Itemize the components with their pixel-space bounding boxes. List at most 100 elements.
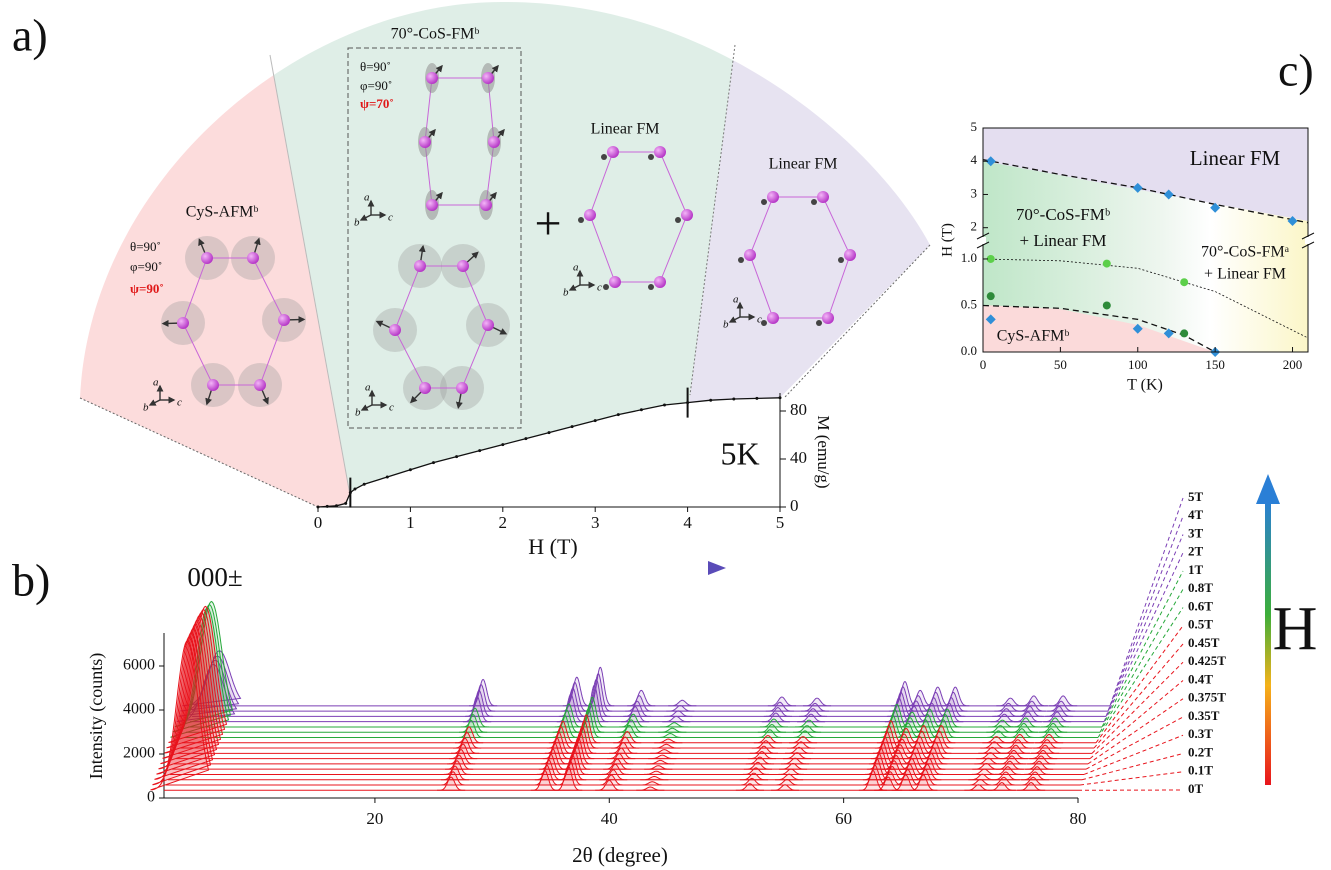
atom xyxy=(482,319,494,331)
data-point xyxy=(363,483,366,486)
diffraction-peak xyxy=(660,723,688,727)
annotation: 000± xyxy=(187,562,242,592)
atom xyxy=(419,136,431,148)
data-point xyxy=(571,425,574,428)
angle: θ=90˚ xyxy=(130,239,161,254)
data-point xyxy=(326,505,329,508)
atom-dot xyxy=(738,257,744,263)
atom xyxy=(201,252,213,264)
atom xyxy=(609,276,621,288)
diffraction-peak xyxy=(652,744,680,748)
legend-label: 0.1T xyxy=(1188,763,1213,778)
field-arrow xyxy=(1265,500,1271,785)
region-label: 70°-CoS-FMᵇ xyxy=(1016,205,1110,224)
data-point xyxy=(617,413,620,416)
x-tick-label: 2 xyxy=(499,513,508,532)
panel-label: c) xyxy=(1278,45,1314,96)
region-label: CyS-AFMᵇ xyxy=(997,328,1070,345)
phase-name: Linear FM xyxy=(769,156,838,173)
atom-dot xyxy=(578,217,584,223)
angle: ψ=70˚ xyxy=(360,96,394,111)
legend-label: 0.8T xyxy=(1188,580,1213,595)
legend-label: 2T xyxy=(1188,544,1204,559)
y-tick-label: 0.5 xyxy=(961,296,977,311)
atom xyxy=(767,312,779,324)
y-tick-label: 4 xyxy=(971,152,978,167)
data-point xyxy=(640,408,643,411)
x-tick-label: 20 xyxy=(366,809,383,828)
atom xyxy=(207,379,219,391)
atom xyxy=(584,209,596,221)
panel-label: a) xyxy=(12,10,48,61)
y-tick-label: 5 xyxy=(971,119,978,134)
atom xyxy=(414,260,426,272)
data-point xyxy=(455,455,458,458)
crystal-axis: a xyxy=(573,262,579,274)
diffraction-peak xyxy=(668,700,696,706)
legend-label: 0.425T xyxy=(1188,653,1226,668)
atom-dot xyxy=(648,284,654,290)
atom-dot xyxy=(811,199,817,205)
data-point xyxy=(779,396,782,399)
crystal-axis: b xyxy=(563,287,569,299)
diffraction-peak xyxy=(970,769,998,775)
atom xyxy=(654,276,666,288)
legend-label: 3T xyxy=(1188,525,1204,540)
atom xyxy=(822,312,834,324)
atom xyxy=(744,249,756,261)
diffraction-peak xyxy=(654,739,682,743)
legend-leader xyxy=(1082,754,1183,780)
legend-label: 0.4T xyxy=(1188,671,1213,686)
atom xyxy=(844,249,856,261)
y-tick-label: 2 xyxy=(971,219,978,234)
crystal-axis: c xyxy=(177,397,182,409)
legend-leader xyxy=(1090,681,1183,759)
x-tick-label: 0 xyxy=(980,357,987,372)
atom xyxy=(278,314,290,326)
diffraction-peak xyxy=(636,787,664,790)
x-tick-label: 1 xyxy=(406,513,415,532)
atom xyxy=(426,72,438,84)
y-axis-label: M (emu/g) xyxy=(814,415,833,488)
x-tick-label: 150 xyxy=(1205,357,1225,372)
atom xyxy=(480,199,492,211)
diffraction-peak xyxy=(664,711,692,717)
data-point xyxy=(548,431,551,434)
legend-label: 4T xyxy=(1188,507,1204,522)
diffraction-peak xyxy=(966,780,994,786)
diffraction-peak xyxy=(773,780,801,786)
legend-label: 0T xyxy=(1188,781,1204,796)
data-point xyxy=(663,404,666,407)
crystal-axis: c xyxy=(389,402,394,414)
data-point xyxy=(335,504,338,507)
atom xyxy=(607,146,619,158)
data-point xyxy=(755,397,758,400)
atom-dot xyxy=(761,199,767,205)
x-tick-label: 5 xyxy=(776,513,785,532)
y-axis-label: H (T) xyxy=(939,223,955,257)
crystal-axis: a xyxy=(364,192,370,204)
region-label: 70°-CoS-FMᵃ xyxy=(1201,244,1290,261)
plus: + xyxy=(534,197,561,250)
data-point xyxy=(432,461,435,464)
atom xyxy=(426,199,438,211)
data-point xyxy=(478,449,481,452)
atom xyxy=(389,324,401,336)
diffraction-peak xyxy=(662,716,690,721)
atom-dot xyxy=(648,154,654,160)
diffraction-peak xyxy=(771,785,799,791)
field-label: H xyxy=(1273,595,1318,663)
x-axis-label: T (K) xyxy=(1127,377,1163,394)
legend-label: 1T xyxy=(1188,562,1204,577)
data-point xyxy=(1180,278,1188,286)
crystal-axis: b xyxy=(355,407,361,419)
angle: θ=90˚ xyxy=(360,59,391,74)
atom xyxy=(488,136,500,148)
y-tick-label: 3 xyxy=(971,185,978,200)
atom-dot xyxy=(601,154,607,160)
pattern-trace xyxy=(183,651,1111,706)
legend-label: 0.5T xyxy=(1188,617,1213,632)
field-arrow-head xyxy=(708,561,726,575)
crystal-axis: c xyxy=(757,314,762,326)
phase-name: 70°-CoS-FMᵇ xyxy=(391,26,480,43)
